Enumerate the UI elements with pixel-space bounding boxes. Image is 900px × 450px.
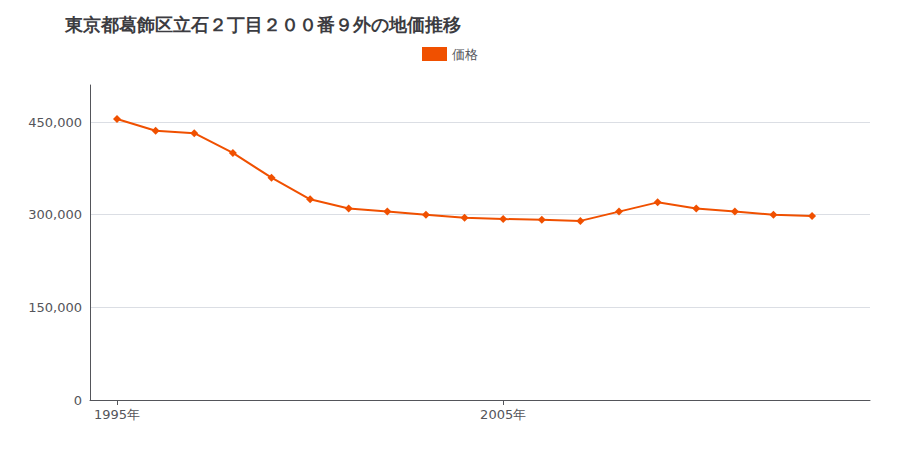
svg-text:東京都葛飾区立石２丁目２００番９外の地価推移: 東京都葛飾区立石２丁目２００番９外の地価推移	[64, 14, 461, 35]
svg-text:450,000: 450,000	[28, 115, 82, 130]
svg-text:0: 0	[74, 393, 82, 408]
svg-text:価格: 価格	[452, 47, 478, 62]
svg-text:2005年: 2005年	[480, 407, 526, 422]
svg-text:1995年: 1995年	[94, 407, 140, 422]
svg-text:300,000: 300,000	[28, 207, 82, 222]
svg-text:150,000: 150,000	[28, 300, 82, 315]
